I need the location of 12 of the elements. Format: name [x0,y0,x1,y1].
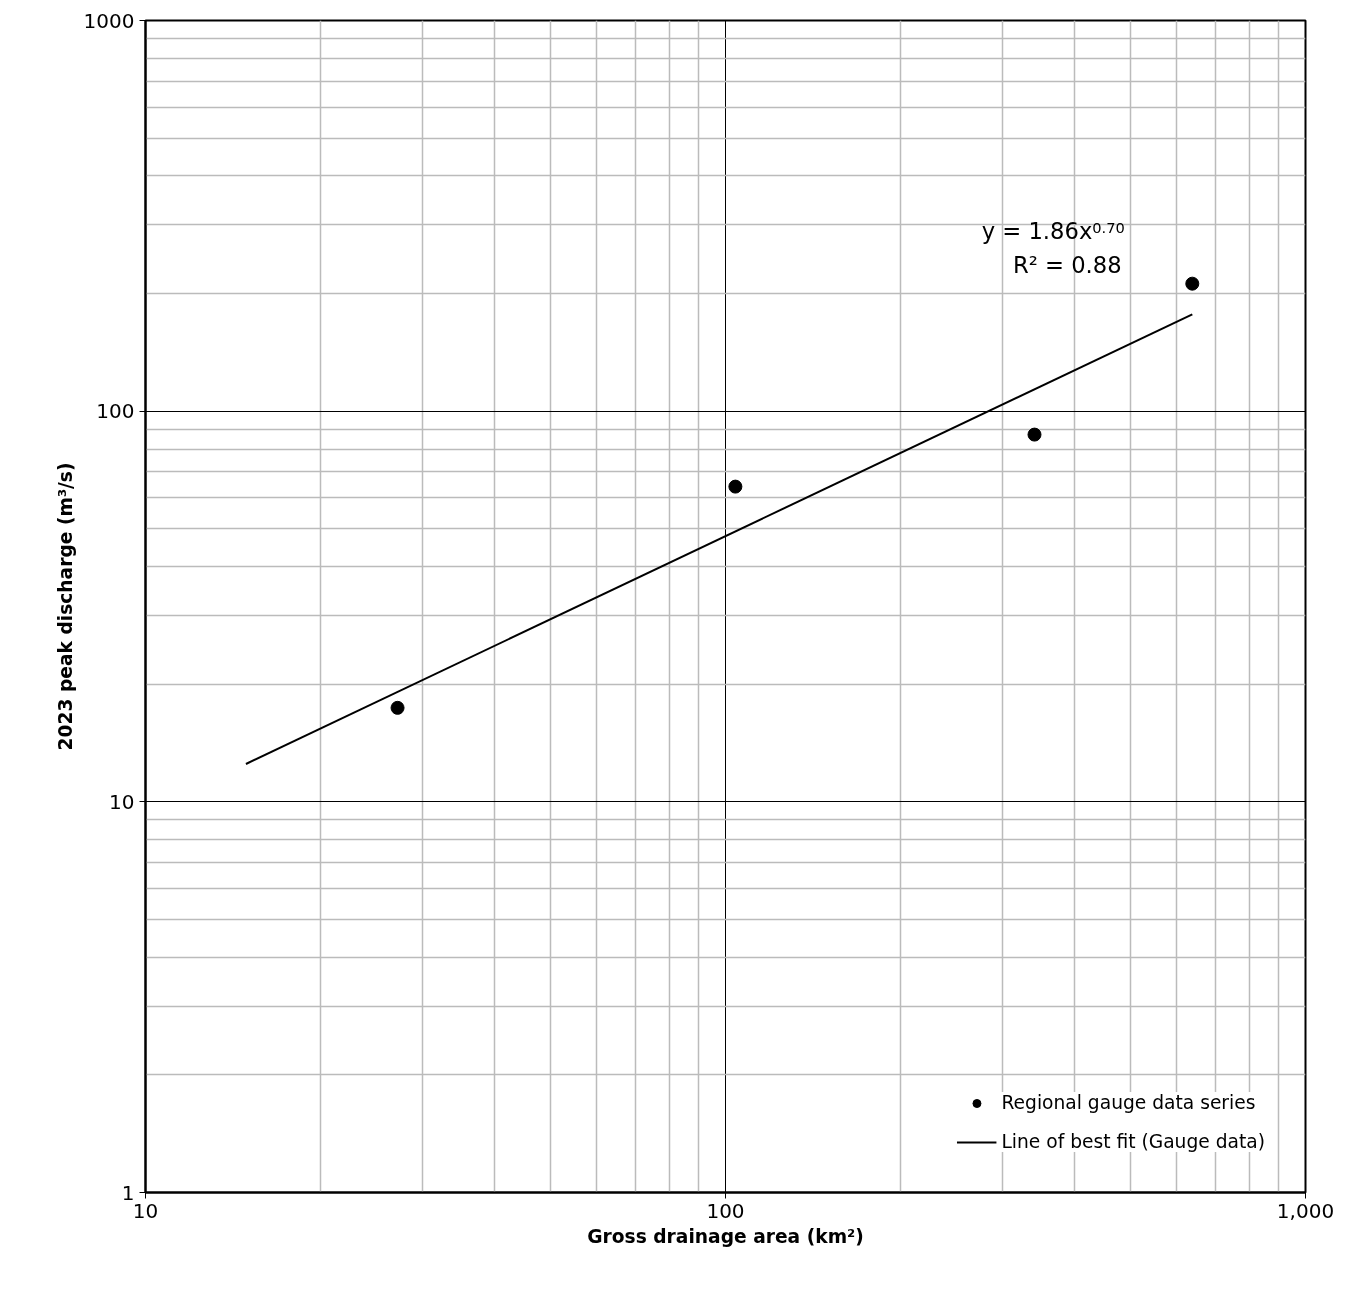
x-axis-title: Gross drainage area (km²) [587,1225,864,1247]
y-tick-label: 100 [96,399,135,424]
y-tick-label: 1000 [83,8,135,33]
x-tick-label: 10 [132,1198,159,1223]
x-tick-label: 1,000 [1276,1198,1335,1223]
annotation: R² = 0.88 [1012,252,1122,279]
x-tick-label: 100 [706,1198,745,1223]
legend-label: Line of best fit (Gauge data) [1001,1131,1265,1152]
legend-label: Regional gauge data series [1001,1092,1256,1113]
y-tick-label: 1 [121,1180,135,1205]
y-tick-label: 10 [109,789,135,814]
y-axis-title: 2023 peak discharge (m³/s) [54,462,76,751]
